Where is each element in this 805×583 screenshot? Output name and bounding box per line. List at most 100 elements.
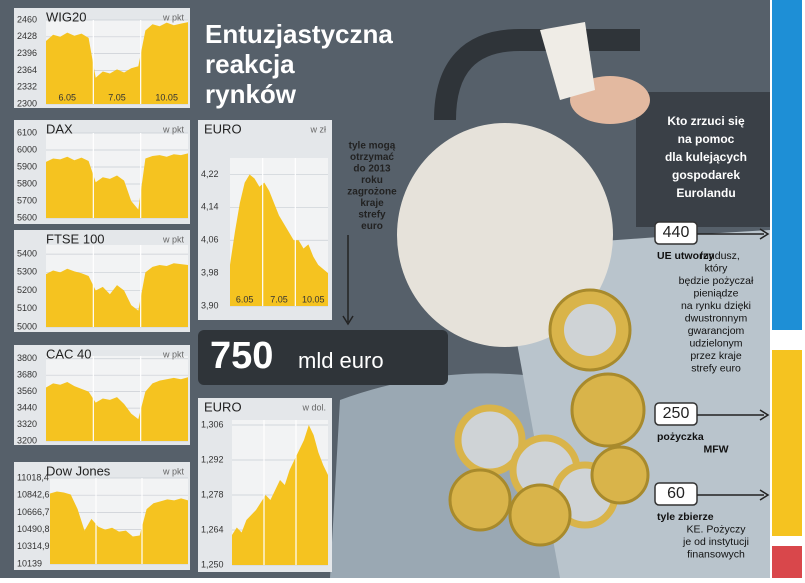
amount-box (654, 482, 698, 506)
y-tick-label: 10314,9 (17, 541, 50, 551)
coin (590, 445, 650, 505)
area (232, 425, 328, 565)
area (230, 174, 328, 306)
y-tick-label: 2300 (17, 98, 37, 108)
item-line: MFW (703, 443, 728, 455)
headline: rynków (205, 79, 297, 109)
x-tick-label: 7.05 (108, 92, 126, 102)
y-tick-label: 3320 (17, 419, 37, 429)
y-tick-label: 1,264 (201, 524, 224, 534)
note: tyle mogą (349, 141, 396, 152)
y-tick-label: 1,278 (201, 489, 224, 499)
note: kraje (360, 198, 384, 209)
item-line: finansowych (687, 548, 745, 560)
y-tick-label: 11018,4 (17, 472, 49, 482)
note: do 2013 (353, 164, 391, 175)
coins (448, 288, 650, 547)
note: zagrożone (347, 187, 397, 198)
amount: 440 (663, 224, 690, 241)
bag (397, 123, 613, 347)
frame-curve (434, 29, 640, 121)
y-tick-label: 2364 (17, 65, 37, 75)
item-line: przez kraje (690, 350, 742, 362)
y-tick-label: 1,250 (201, 559, 224, 569)
chart-title: FTSE 100 (46, 231, 105, 246)
y-tick-label: 1,306 (201, 419, 224, 429)
item-lead: pożyczka (657, 431, 704, 443)
coin (564, 304, 616, 356)
y-tick-label: 4,06 (201, 235, 219, 245)
stripe-yellow (772, 350, 802, 536)
note: roku (361, 175, 383, 186)
coin (508, 483, 572, 547)
y-tick-label: 5000 (17, 321, 37, 331)
y-tick-label: 4,22 (201, 169, 219, 179)
y-tick-label: 4,14 (201, 202, 219, 212)
item-line: udzielonym (689, 337, 742, 349)
area (46, 22, 188, 105)
y-tick-label: 3680 (17, 370, 37, 380)
y-tick-label: 5100 (17, 303, 37, 313)
y-tick-label: 2332 (17, 82, 37, 92)
stripe-blue (772, 0, 802, 330)
question: dla kulejących (665, 150, 747, 164)
item-line: fundusz, (700, 250, 740, 262)
arrowhead (759, 228, 770, 240)
y-tick-label: 5400 (17, 248, 37, 258)
item-lead: UE utworzy (657, 250, 714, 262)
total-value: 750 (210, 335, 273, 377)
question: Eurolandu (676, 186, 735, 200)
note: euro (361, 221, 383, 232)
item-line: dwustronnym (685, 312, 748, 324)
y-tick-label: 3,90 (201, 300, 219, 310)
headline: Entuzjastyczna (205, 19, 393, 49)
question: na pomoc (678, 132, 735, 146)
item-line: strefy euro (691, 362, 741, 374)
chart-unit: w pkt (162, 466, 185, 476)
y-tick-label: 6100 (17, 127, 37, 137)
total-unit: mld euro (298, 348, 384, 373)
chart-title: EURO (204, 121, 242, 136)
arrowhead (759, 489, 770, 501)
item-line: KE. Pożyczy (687, 523, 747, 535)
y-tick-label: 5700 (17, 195, 37, 205)
chart-unit: w pkt (162, 349, 185, 359)
note: strefy (358, 210, 386, 221)
y-tick-label: 10666,7 (17, 507, 50, 517)
area (46, 263, 188, 327)
y-tick-label: 3,98 (201, 267, 219, 277)
item-line: będzie pożyczał (679, 275, 754, 287)
coin (448, 468, 512, 532)
chart-title: CAC 40 (46, 346, 92, 361)
x-tick-label: 7.05 (270, 294, 288, 304)
coin (570, 372, 646, 448)
y-tick-label: 10490,8 (17, 524, 50, 534)
sleeve (636, 92, 770, 227)
y-tick-label: 5800 (17, 178, 37, 188)
item-line: który (705, 262, 729, 274)
item-line: gwarancjom (688, 325, 745, 337)
chart-unit: w pkt (162, 12, 185, 22)
y-tick-label: 5900 (17, 161, 37, 171)
note: otrzymać (350, 152, 394, 163)
item-line: je od instytucji (682, 536, 749, 548)
bag-top (540, 22, 595, 100)
area (50, 491, 188, 564)
item-line: na rynku dzięki (681, 300, 751, 312)
x-tick-label: 10.05 (302, 294, 325, 304)
amount-box (654, 402, 698, 426)
y-tick-label: 10842,6 (17, 490, 50, 500)
area (46, 377, 188, 441)
chart-title: DAX (46, 121, 73, 136)
x-tick-label: 6.05 (236, 294, 254, 304)
stripe-red (772, 546, 802, 578)
y-tick-label: 6000 (17, 144, 37, 154)
item-lead: tyle zbierze (657, 511, 714, 523)
y-tick-label: 3560 (17, 386, 37, 396)
y-tick-label: 5600 (17, 212, 37, 222)
y-tick-label: 3200 (17, 435, 37, 445)
y-tick-label: 1,292 (201, 454, 224, 464)
y-tick-label: 2460 (17, 14, 37, 24)
